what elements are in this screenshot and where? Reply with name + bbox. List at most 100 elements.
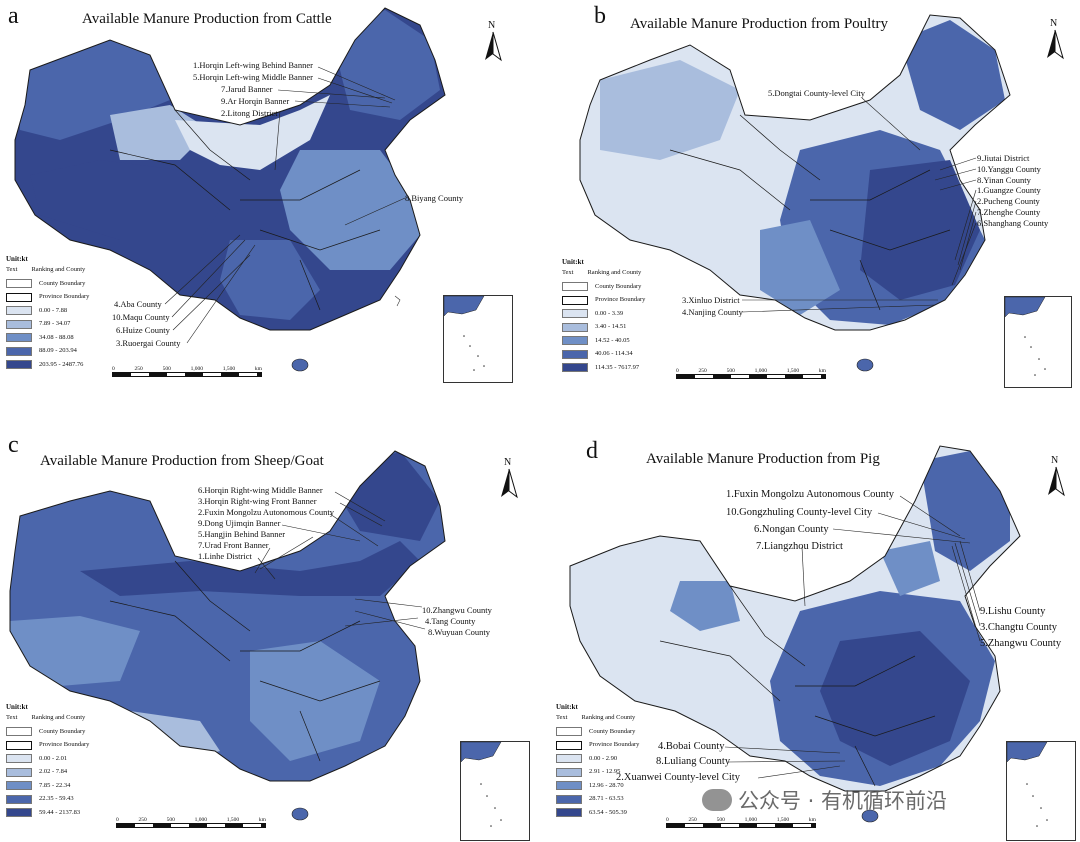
legend-province-boundary: Province Boundary xyxy=(589,741,640,749)
region-fill xyxy=(820,631,970,766)
annotation: 4.Tang County xyxy=(425,616,476,626)
legend-text-label: Text xyxy=(6,266,18,273)
scale-label: 1,500 xyxy=(776,817,790,823)
panel-sheep-goat: c Available Manure Production from Sheep… xyxy=(0,421,540,842)
annotation: 7.Zhenghe County xyxy=(977,207,1041,217)
hainan-island xyxy=(861,809,879,823)
scale-label: 500 xyxy=(726,368,735,374)
annotation: 8.Luliang County xyxy=(656,756,731,767)
legend-swatch xyxy=(562,363,588,373)
legend-swatch xyxy=(562,295,588,305)
map-title: Available Manure Production from Pig xyxy=(646,451,880,467)
region-fill xyxy=(175,95,330,170)
legend-class: 22.35 - 59.43 xyxy=(39,795,74,803)
legend-swatch xyxy=(6,306,32,316)
annotation: 4.Bobai County xyxy=(658,741,725,752)
legend-class: 0.00 - 3.39 xyxy=(595,309,624,317)
scale-label: km xyxy=(258,817,266,823)
region-fill xyxy=(10,616,140,686)
scale-label: 1,000 xyxy=(744,817,757,823)
map-cattle xyxy=(14,7,446,372)
annotation: 1.Linhe District xyxy=(198,551,252,561)
scale-label: km xyxy=(808,817,816,823)
legend-class: 34.08 - 88.08 xyxy=(39,333,74,341)
annotation: 1.Fuxin Mongolzu Autonomous County xyxy=(726,489,895,500)
province-boundaries xyxy=(109,560,381,762)
legend-swatch xyxy=(556,727,582,737)
north-label: N xyxy=(1051,455,1059,466)
panel-cattle: a Available Manure Production from Cattl… xyxy=(0,0,540,421)
north-arrow-icon xyxy=(1047,29,1064,60)
legend-swatch xyxy=(6,319,32,329)
legend-class: 7.89 - 34.07 xyxy=(39,320,71,328)
scale-label: 0 xyxy=(666,817,669,823)
annotation: 8.Yinan County xyxy=(977,175,1031,185)
region-fill xyxy=(110,105,210,160)
scale-label: 500 xyxy=(166,817,175,823)
hainan-island xyxy=(291,807,309,821)
legend-ranking-label: Ranking and County xyxy=(31,714,86,721)
south-china-sea-inset xyxy=(460,741,530,841)
legend-ranking-label: Ranking and County xyxy=(31,266,86,273)
legend-swatch xyxy=(6,767,32,777)
legend-unit: Unit:kt xyxy=(562,258,584,266)
annotation: 5.Zhangwu County xyxy=(980,638,1062,649)
scale-bar: 0 250 500 1,000 1,500 km xyxy=(116,817,266,831)
region-fill xyxy=(600,60,740,160)
panel-poultry: b Available Manure Production from Poult… xyxy=(540,0,1080,421)
legend-swatch xyxy=(562,322,588,332)
legend-swatch xyxy=(562,336,588,346)
legend-ranking-label: Ranking and County xyxy=(587,269,642,276)
panel-label: c xyxy=(8,432,19,458)
annotation: 3.Xinluo District xyxy=(682,295,740,305)
annotation: 7.Urad Front Banner xyxy=(198,540,269,550)
map-sheep-goat xyxy=(9,450,446,821)
annotation: 8.Biyang County xyxy=(405,193,464,203)
map-title: Available Manure Production from Cattle xyxy=(82,11,332,27)
annotation: 2.Pucheng County xyxy=(977,196,1040,206)
legend-swatch xyxy=(556,781,582,791)
legend-swatch xyxy=(6,808,32,818)
legend-class: 0.00 - 7.88 xyxy=(39,306,68,314)
annotation: 6.Huize County xyxy=(116,325,170,335)
region-fill xyxy=(30,160,220,240)
south-china-sea-inset xyxy=(443,295,513,383)
legend-class: 2.02 - 7.84 xyxy=(39,768,68,776)
annotation: 3.Horqin Right-wing Front Banner xyxy=(198,496,317,506)
scale-label: 0 xyxy=(116,817,119,823)
legend-swatch xyxy=(556,767,582,777)
province-boundaries xyxy=(659,585,936,787)
legend-county-boundary: County Boundary xyxy=(589,727,636,735)
annotation: 8.Wuyuan County xyxy=(428,627,490,637)
legend-swatch xyxy=(6,727,32,737)
legend-class: 14.52 - 40.05 xyxy=(595,336,630,344)
annotation: 3.Ruoergai County xyxy=(116,338,181,348)
annotation: 1.Horqin Left-wing Behind Banner xyxy=(193,60,313,70)
region-fill xyxy=(80,541,420,596)
panel-label: b xyxy=(594,3,606,29)
province-boundaries xyxy=(109,109,381,311)
map-title: Available Manure Production from Sheep/G… xyxy=(40,453,324,469)
north-arrow: N xyxy=(498,457,520,499)
panel-label: a xyxy=(8,3,19,29)
annotation: 9.Lishu County xyxy=(980,606,1046,617)
legend: Unit:kt Text Ranking and County County Bo… xyxy=(556,703,639,820)
legend-class: 2.91 - 12.95 xyxy=(589,768,621,776)
annotation: 10.Gongzhuling County-level City xyxy=(726,507,873,518)
region-fill xyxy=(280,150,420,270)
region-fill xyxy=(880,541,940,596)
north-label: N xyxy=(504,457,512,468)
scale-bar: 0 250 500 1,000 1,500 km xyxy=(676,368,826,382)
region-fill xyxy=(920,451,1010,571)
legend-class: 3.40 - 14.51 xyxy=(595,323,627,331)
annotation: 7.Liangzhou District xyxy=(756,541,843,552)
legend-ranking-label: Ranking and County xyxy=(581,714,636,721)
scale-label: 250 xyxy=(688,817,697,823)
hainan-island xyxy=(856,358,874,372)
legend-county-boundary: County Boundary xyxy=(39,727,86,735)
annotation: 2.Fuxin Mongolzu Autonomous County xyxy=(198,507,335,517)
legend-county-boundary: County Boundary xyxy=(39,279,86,287)
north-label: N xyxy=(1050,18,1058,29)
legend-swatch xyxy=(556,808,582,818)
scale-label: 1,000 xyxy=(754,368,767,374)
